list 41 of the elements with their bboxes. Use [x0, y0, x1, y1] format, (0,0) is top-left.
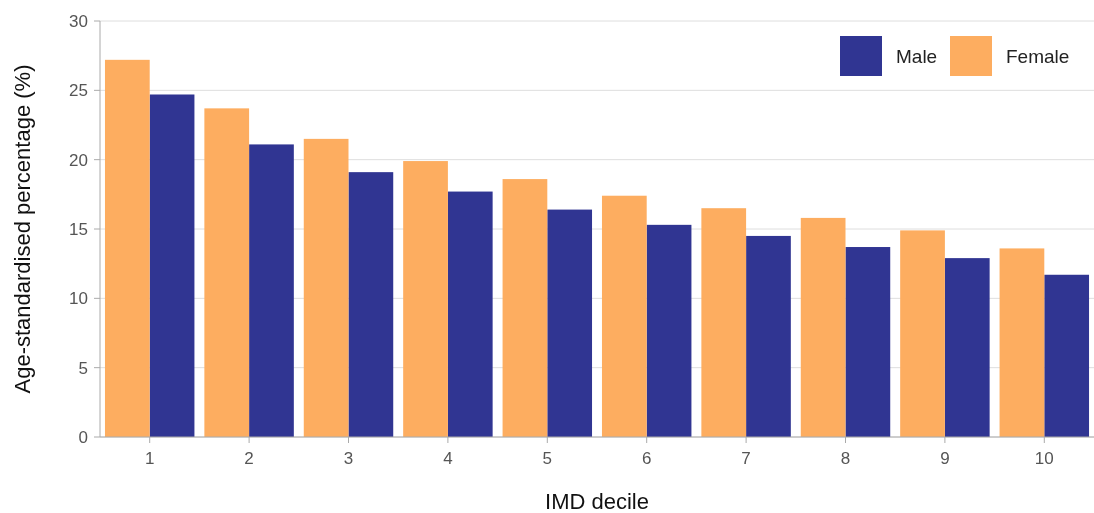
- bar: [403, 161, 448, 437]
- y-tick-label: 5: [78, 358, 88, 378]
- bar: [999, 248, 1045, 437]
- x-tick-label: 7: [741, 449, 751, 468]
- bar: [303, 138, 349, 437]
- bar: [502, 179, 548, 437]
- bar: [944, 258, 990, 437]
- x-tick-label: 3: [343, 449, 354, 468]
- bar: [149, 94, 195, 437]
- bar: [547, 209, 593, 437]
- bar: [800, 217, 846, 437]
- bar: [601, 195, 647, 437]
- bar: [701, 208, 747, 437]
- bar: [646, 224, 692, 437]
- bar: [1044, 274, 1090, 437]
- y-tick-label: 15: [69, 219, 88, 239]
- bar: [204, 108, 250, 437]
- y-tick-label: 25: [69, 81, 88, 101]
- bar: [104, 59, 150, 437]
- x-tick-label: 1: [144, 449, 155, 468]
- x-axis-title: IMD decile: [545, 489, 649, 513]
- y-axis-title: Age-standardised percentage (%): [10, 64, 35, 394]
- bar: [900, 230, 945, 437]
- legend-label: Male: [896, 46, 938, 67]
- y-tick-label: 0: [78, 427, 88, 447]
- bar: [746, 235, 791, 437]
- x-tick-label: 10: [1034, 449, 1054, 468]
- bar: [447, 191, 493, 437]
- x-tick-label: 9: [940, 449, 950, 468]
- x-tick-label: 4: [443, 449, 453, 468]
- y-tick-label: 20: [69, 150, 88, 170]
- x-tick-label: 2: [244, 449, 254, 468]
- x-tick-label: 5: [542, 449, 553, 468]
- x-tick-label: 8: [840, 449, 851, 468]
- bar: [845, 247, 891, 437]
- bar: [348, 172, 394, 437]
- y-tick-label: 30: [69, 11, 88, 31]
- legend-label: Female: [1006, 46, 1070, 67]
- y-tick-label: 10: [69, 289, 88, 309]
- x-tick-label: 6: [641, 449, 652, 468]
- bar: [249, 144, 294, 437]
